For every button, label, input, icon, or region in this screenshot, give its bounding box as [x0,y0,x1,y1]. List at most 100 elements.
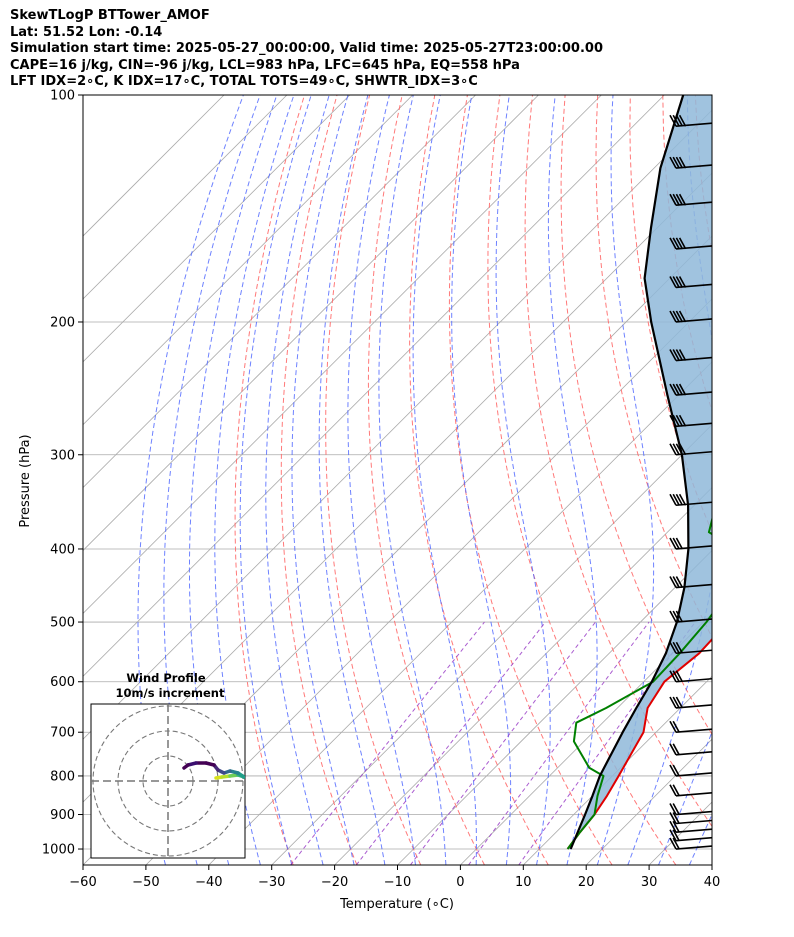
moist-adiabat [188,95,278,865]
time-line: Simulation start time: 2025-05-27_00:00:… [10,41,603,57]
isotherm-gridline [208,361,712,865]
isotherm-gridline [83,95,539,552]
dry-adiabat [487,95,677,865]
wind-barb [669,837,713,850]
isotherm-gridline [460,612,712,865]
wind-barb [669,193,713,206]
wind-barb [669,276,713,289]
moist-adiabat [495,95,551,865]
moist-adiabat [451,95,512,865]
moist-adiabat [627,95,712,865]
wind-barb [669,820,713,834]
y-tick-label: 1000 [42,843,75,858]
isotherm-gridline [83,95,665,677]
moist-adiabat [720,95,794,865]
x-tick-label: 30 [641,875,658,890]
wind-barb [669,156,713,169]
wind-barb [669,764,713,777]
wind-barb [669,720,713,734]
mixing-ratio-line [355,621,546,865]
moist-adiabat [596,95,655,865]
isotherm-gridline [271,424,712,865]
wind-barb [669,829,713,842]
indices-line-2: LFT IDX=2∘C, K IDX=17∘C, TOTAL TOTS=49∘C… [10,74,478,90]
x-tick-label: −60 [69,875,96,890]
y-tick-label: 200 [50,315,75,330]
isotherm-gridline [775,95,794,865]
mixing-ratio-line [468,621,650,865]
isotherm-gridline [711,864,712,865]
wind-barb [669,743,713,756]
x-tick-label: 0 [456,875,464,890]
y-tick-label: 700 [50,726,75,741]
isotherm-gridline [145,298,712,865]
wind-barb [669,310,713,323]
hodograph-subtitle: 10m/s increment [116,686,225,700]
y-tick-label: 500 [50,616,75,631]
moist-adiabat [239,95,312,865]
moist-adiabat [378,95,447,865]
hodograph-title: Wind Profile [126,671,206,685]
wind-barb [669,803,713,816]
x-tick-label: −10 [384,875,411,890]
hodograph-trace-segment [182,763,190,770]
dry-adiabat [524,95,712,828]
x-tick-label: −20 [321,875,348,890]
x-axis-title: Temperature (∘C) [339,897,454,912]
wind-barb [669,641,713,655]
y-tick-label: 600 [50,675,75,690]
wind-barb [669,493,713,507]
chart-title-block: SkewTLogP BTTower_AMOF Lat: 51.52 Lon: -… [10,8,603,91]
moist-adiabat [752,95,794,865]
isotherm-gridline [334,487,712,865]
isotherm-gridline [83,95,225,237]
dry-adiabat [728,95,794,865]
dry-adiabat [234,95,305,865]
dry-adiabat [409,95,549,865]
y-tick-label: 400 [50,542,75,557]
wind-barb [669,383,713,396]
wind-barb [669,812,713,825]
dry-adiabat [448,95,613,865]
dry-adiabat [761,95,794,865]
x-tick-label: −30 [258,875,285,890]
indices-line: CAPE=16 j/kg, CIN=-96 j/kg, LCL=983 hPa,… [10,57,520,73]
moist-adiabat [658,730,712,865]
mixing-ratio-line [290,621,485,865]
dry-adiabat [280,95,358,865]
wind-barb [669,114,713,128]
chart-title: SkewTLogP BTTower_AMOF [10,8,210,23]
isotherm-gridline [83,95,476,489]
isotherm-gridline [83,95,602,614]
x-tick-label: −50 [132,875,159,890]
wind-barb [669,670,713,683]
y-axis-title: Pressure (hPa) [18,434,33,527]
wind-barb [669,414,713,428]
mixing-ratio-line [409,621,596,865]
wind-barb [669,610,713,623]
moist-adiabat [291,95,355,865]
moist-adiabat [214,95,295,865]
moist-adiabat [318,95,386,865]
x-tick-label: 40 [704,875,721,890]
dewpoint-profile [566,515,712,850]
y-tick-label: 800 [50,769,75,784]
wind-barb [669,349,713,362]
wind-barb [669,576,713,589]
wind-barb [669,237,713,250]
wind-barb [669,784,713,797]
y-tick-label: 100 [50,89,75,104]
isotherm-gridline [397,549,712,865]
x-tick-label: −40 [195,875,222,890]
y-tick-label: 900 [50,808,75,823]
wind-barb [669,696,713,709]
isotherm-gridline [83,109,712,740]
x-tick-label: 10 [515,875,532,890]
x-tick-label: 20 [578,875,595,890]
moist-adiabat [547,95,598,865]
dry-adiabat [325,95,422,865]
moist-adiabat [347,95,416,865]
dry-adiabat [367,95,485,865]
isotherm-gridline [83,95,351,363]
